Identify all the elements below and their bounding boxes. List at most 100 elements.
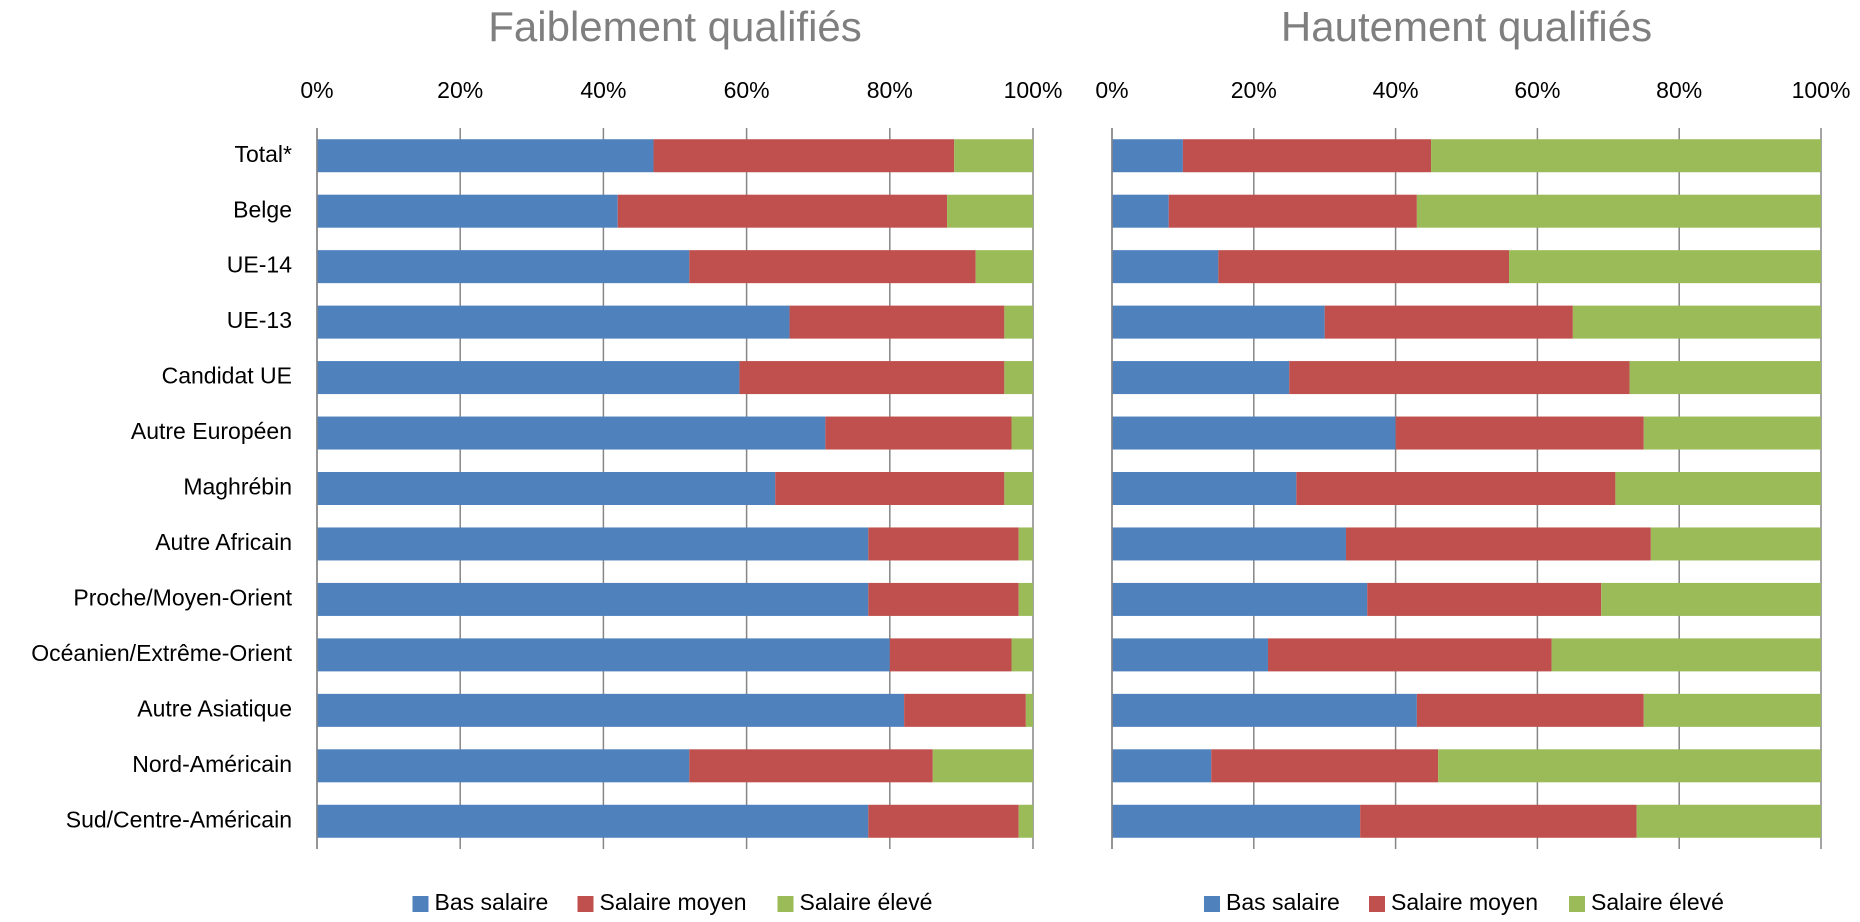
- chart-title: Faiblement qualifiés: [488, 3, 862, 50]
- y-tick-label: Maghrébin: [183, 474, 292, 500]
- legend-swatch: [1569, 896, 1585, 912]
- bar-segment: [317, 361, 740, 395]
- y-tick-label: Total*: [234, 141, 292, 167]
- legend-swatch: [777, 896, 794, 912]
- legend-label: Salaire moyen: [1391, 889, 1538, 915]
- x-tick-label: 40%: [1373, 77, 1419, 103]
- bar-segment: [1438, 749, 1821, 783]
- bar-segment: [689, 749, 933, 783]
- bar-segment: [889, 638, 1012, 672]
- bar-segment: [868, 804, 1019, 838]
- y-tick-label: UE-14: [227, 252, 292, 278]
- x-tick-label: 80%: [1656, 77, 1702, 103]
- legend-swatch: [1204, 896, 1220, 912]
- bar-segment: [975, 250, 1033, 284]
- bar-segment: [1112, 361, 1290, 395]
- bar-segment: [317, 305, 790, 339]
- bar-segment: [1289, 361, 1630, 395]
- bar-segment: [1416, 693, 1644, 727]
- bar-segment: [1572, 305, 1821, 339]
- bar-segment: [868, 582, 1019, 616]
- bar-segment: [1112, 582, 1368, 616]
- y-tick-label: Autre Africain: [155, 529, 292, 555]
- x-tick-label: 20%: [437, 77, 483, 103]
- bar-segment: [1211, 749, 1439, 783]
- legend-label: Bas salaire: [435, 889, 549, 915]
- bar-segment: [1267, 638, 1552, 672]
- bar-segment: [1416, 194, 1821, 228]
- x-tick-label: 20%: [1231, 77, 1277, 103]
- bar-segment: [617, 194, 948, 228]
- legend-swatch: [1369, 896, 1385, 912]
- x-tick-label: 40%: [580, 77, 626, 103]
- bar-segment: [1551, 638, 1821, 672]
- bar-segment: [868, 527, 1019, 561]
- bar-segment: [1431, 139, 1821, 173]
- x-tick-label: 80%: [867, 77, 913, 103]
- legend-label: Bas salaire: [1226, 889, 1340, 915]
- bar-segment: [1018, 804, 1033, 838]
- bar-segment: [1112, 416, 1396, 450]
- x-tick-label: 60%: [1514, 77, 1560, 103]
- bar-segment: [1601, 582, 1821, 616]
- legend-label: Salaire moyen: [600, 889, 747, 915]
- bar-segment: [317, 582, 869, 616]
- bar-segment: [1018, 582, 1033, 616]
- y-tick-label: UE-13: [227, 307, 292, 333]
- bar-segment: [1025, 693, 1033, 727]
- legend-label: Salaire élevé: [1591, 889, 1724, 915]
- y-tick-label: Proche/Moyen-Orient: [73, 585, 292, 611]
- bar-segment: [1509, 250, 1821, 284]
- bar-segment: [317, 139, 654, 173]
- x-tick-label: 0%: [1095, 77, 1128, 103]
- bar-segment: [904, 693, 1026, 727]
- bar-segment: [317, 749, 690, 783]
- bar-segment: [1112, 638, 1268, 672]
- bar-segment: [1112, 527, 1346, 561]
- bar-segment: [1112, 194, 1169, 228]
- bar-segment: [1643, 416, 1821, 450]
- bar-segment: [1112, 139, 1183, 173]
- y-tick-label: Candidat UE: [162, 363, 292, 389]
- bar-segment: [1112, 305, 1325, 339]
- legend-label: Salaire élevé: [800, 889, 933, 915]
- bar-segment: [1367, 582, 1602, 616]
- y-tick-label: Sud/Centre-Américain: [66, 806, 292, 832]
- bar-segment: [775, 472, 1005, 505]
- bar-segment: [1112, 250, 1219, 284]
- bar-segment: [1345, 527, 1651, 561]
- bar-segment: [317, 416, 826, 450]
- chart-title: Hautement qualifiés: [1281, 3, 1652, 50]
- bar-segment: [1011, 416, 1033, 450]
- bar-segment: [1112, 804, 1361, 838]
- bar-segment: [1112, 749, 1212, 783]
- x-tick-label: 0%: [300, 77, 333, 103]
- bar-segment: [317, 472, 776, 505]
- bar-segment: [1004, 472, 1033, 505]
- bar-segment: [825, 416, 1012, 450]
- bar-segment: [1650, 527, 1821, 561]
- y-tick-label: Belge: [233, 196, 292, 222]
- x-tick-label: 100%: [1792, 77, 1851, 103]
- bar-segment: [1168, 194, 1417, 228]
- legend-swatch: [412, 896, 429, 912]
- bar-segment: [317, 693, 905, 727]
- bar-segment: [1112, 472, 1297, 505]
- bar-segment: [739, 361, 1005, 395]
- bar-segment: [317, 527, 869, 561]
- x-tick-label: 60%: [724, 77, 770, 103]
- bar-segment: [1324, 305, 1573, 339]
- bar-segment: [1112, 693, 1417, 727]
- bar-segment: [1004, 361, 1033, 395]
- bar-segment: [1629, 361, 1821, 395]
- bar-segment: [653, 139, 955, 173]
- bar-segment: [789, 305, 1005, 339]
- bar-segment: [1615, 472, 1821, 505]
- legend-swatch: [577, 896, 594, 912]
- bar-segment: [1395, 416, 1644, 450]
- bar-segment: [317, 194, 618, 228]
- bar-segment: [317, 804, 869, 838]
- bar-segment: [317, 638, 890, 672]
- x-tick-label: 100%: [1004, 77, 1063, 103]
